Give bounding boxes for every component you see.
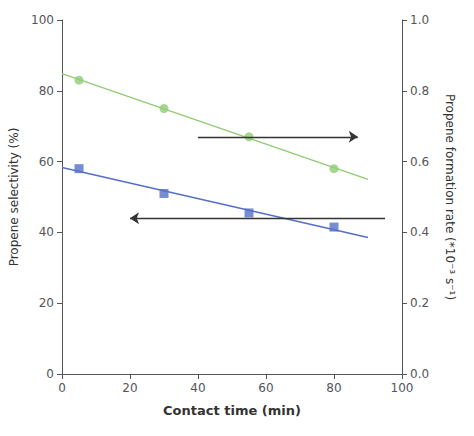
svg-text:0.8: 0.8 [410,84,429,98]
svg-text:Propene formation rate (*10⁻³: Propene formation rate (*10⁻³ s⁻¹) [443,94,457,300]
svg-text:0.4: 0.4 [410,225,429,239]
svg-text:40: 40 [190,381,205,395]
svg-text:20: 20 [122,381,137,395]
svg-text:80: 80 [39,84,54,98]
svg-text:0.0: 0.0 [410,367,429,381]
svg-text:100: 100 [391,381,414,395]
svg-text:40: 40 [39,225,54,239]
svg-text:0.2: 0.2 [410,296,429,310]
svg-text:100: 100 [31,13,54,27]
svg-text:60: 60 [39,155,54,169]
svg-text:0: 0 [46,367,54,381]
svg-text:0: 0 [58,381,66,395]
svg-text:20: 20 [39,296,54,310]
svg-text:60: 60 [258,381,273,395]
svg-text:Propene selectivity (%): Propene selectivity (%) [7,128,21,267]
svg-text:1.0: 1.0 [410,13,429,27]
svg-text:Contact time (min): Contact time (min) [163,403,301,418]
svg-text:0.6: 0.6 [410,155,429,169]
svg-text:80: 80 [326,381,341,395]
